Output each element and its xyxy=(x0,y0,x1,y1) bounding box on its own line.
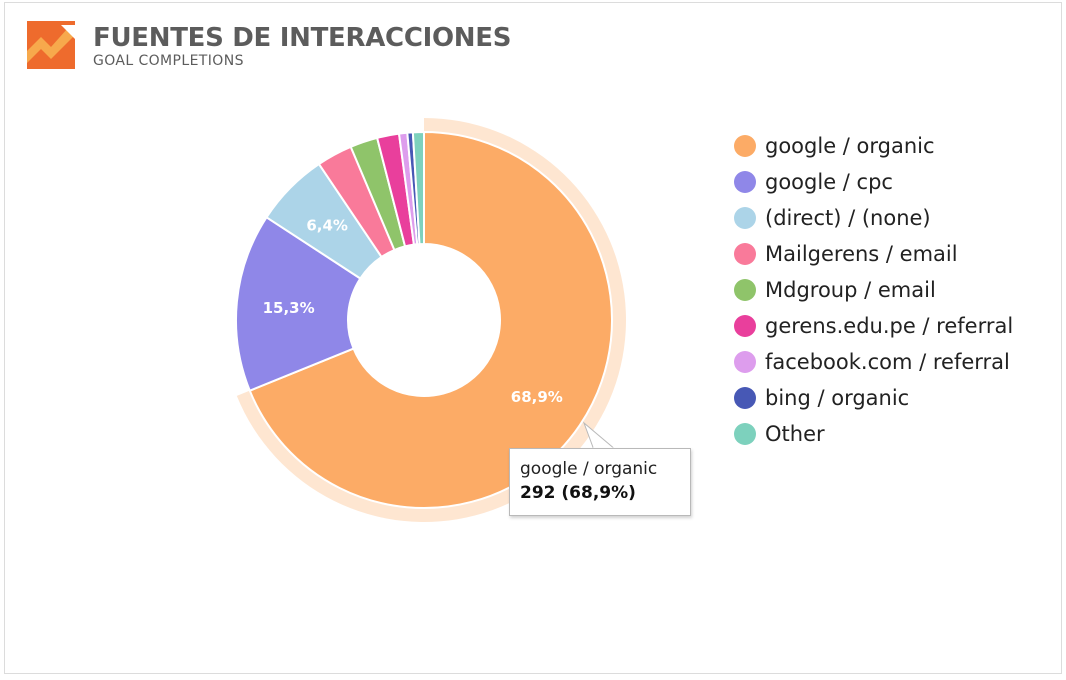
legend-label: (direct) / (none) xyxy=(765,206,931,230)
legend-item-gerens-edu-pe-referral[interactable]: gerens.edu.pe / referral xyxy=(734,308,1013,344)
legend-label: google / cpc xyxy=(765,170,893,194)
legend-swatch xyxy=(734,207,756,229)
legend-item-bing-organic[interactable]: bing / organic xyxy=(734,380,1013,416)
legend-label: facebook.com / referral xyxy=(765,350,1010,374)
legend-label: Mdgroup / email xyxy=(765,278,936,302)
legend-swatch xyxy=(734,423,756,445)
slice-percent-label: 15,3% xyxy=(263,299,315,317)
chart-tooltip: google / organic 292 (68,9%) xyxy=(509,448,691,516)
legend-item-mailgerens-email[interactable]: Mailgerens / email xyxy=(734,236,1013,272)
chart-card: FUENTES DE INTERACCIONES GOAL COMPLETION… xyxy=(4,2,1062,674)
legend-item-facebook-com-referral[interactable]: facebook.com / referral xyxy=(734,344,1013,380)
legend-swatch xyxy=(734,171,756,193)
pie-slice-google-cpc[interactable] xyxy=(235,216,362,392)
legend-item-mdgroup-email[interactable]: Mdgroup / email xyxy=(734,272,1013,308)
legend-label: gerens.edu.pe / referral xyxy=(765,314,1014,338)
legend-swatch xyxy=(734,243,756,265)
legend-label: Mailgerens / email xyxy=(765,242,958,266)
legend-swatch xyxy=(734,315,756,337)
legend-swatch xyxy=(734,387,756,409)
legend-item-google-cpc[interactable]: google / cpc xyxy=(734,164,1013,200)
tooltip-value: 292 (68,9%) xyxy=(520,483,636,503)
chart-legend: google / organic google / cpc (direct) / (… xyxy=(734,128,1013,452)
legend-swatch xyxy=(734,279,756,301)
chart-subtitle: GOAL COMPLETIONS xyxy=(93,53,244,69)
slice-percent-label: 6,4% xyxy=(306,217,348,235)
legend-item-direct-none[interactable]: (direct) / (none) xyxy=(734,200,1013,236)
slice-percent-label: 68,9% xyxy=(511,388,563,406)
legend-item-google-organic[interactable]: google / organic xyxy=(734,128,1013,164)
legend-label: bing / organic xyxy=(765,386,910,410)
legend-item-other[interactable]: Other xyxy=(734,416,1013,452)
legend-label: google / organic xyxy=(765,134,935,158)
analytics-logo-icon xyxy=(27,21,75,69)
tooltip-series-name: google / organic xyxy=(520,459,658,479)
chart-title: FUENTES DE INTERACCIONES xyxy=(93,23,512,53)
pie-slice-google-organic[interactable] xyxy=(248,131,613,509)
legend-swatch xyxy=(734,351,756,373)
pie-slice-other[interactable] xyxy=(411,131,425,246)
legend-swatch xyxy=(734,135,756,157)
legend-label: Other xyxy=(765,422,825,446)
